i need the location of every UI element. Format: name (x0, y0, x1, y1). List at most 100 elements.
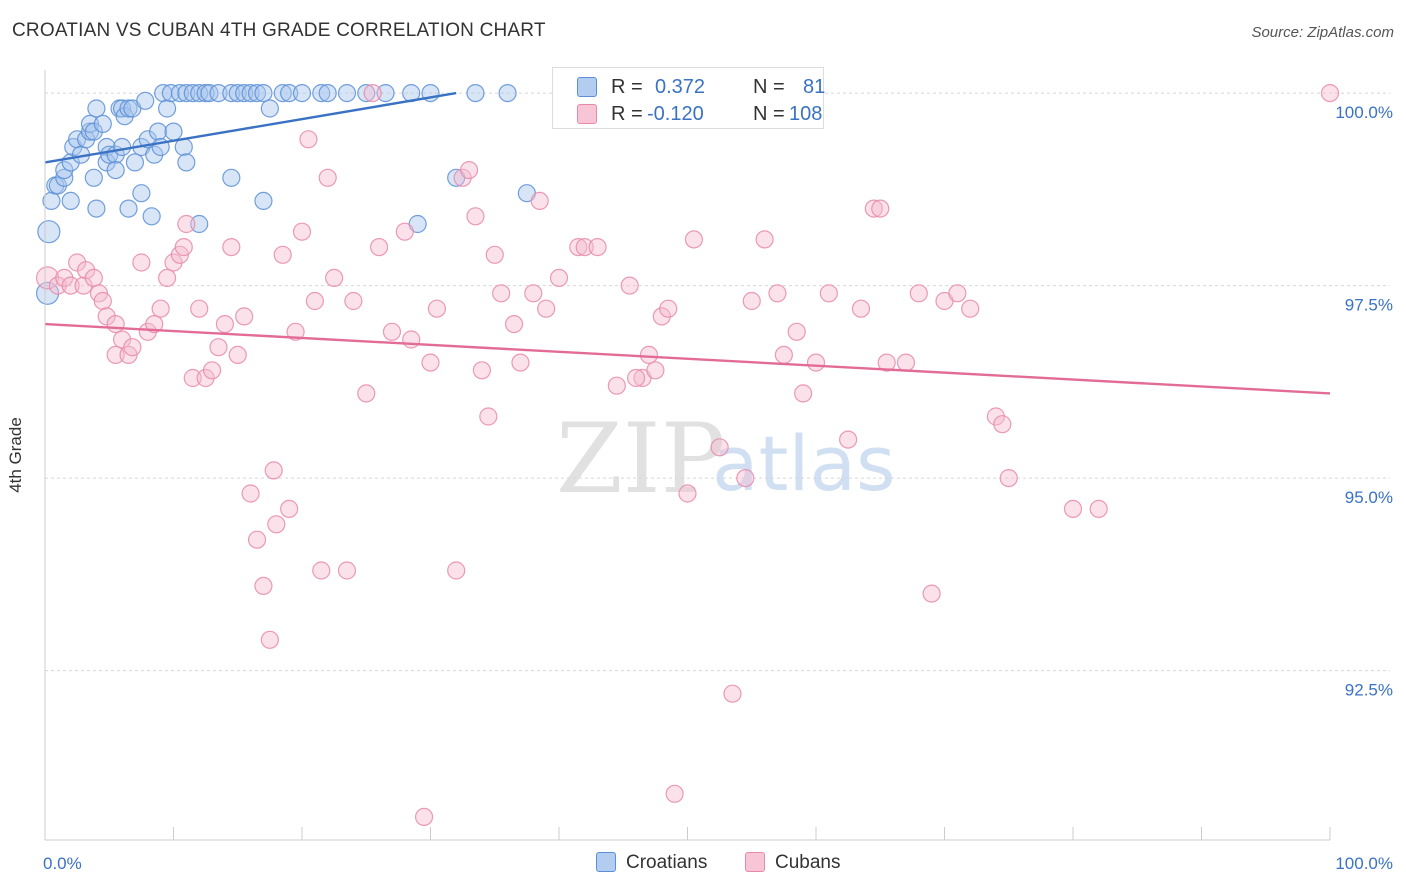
cubans-point (871, 199, 890, 218)
croatians-point (292, 83, 312, 103)
cubans-point (806, 353, 826, 372)
cubans-point (402, 330, 421, 349)
croatians-point (247, 83, 267, 103)
croatians-point (87, 199, 106, 218)
cubans-point (896, 353, 916, 372)
croatians-point (87, 99, 106, 118)
cubans-point (504, 315, 524, 334)
cubans-point (264, 461, 283, 480)
cubans-point (74, 276, 93, 295)
cubans-point (112, 330, 132, 349)
croatians-point (222, 83, 241, 103)
croatians-point (376, 83, 395, 103)
chart-source: Source: ZipAtlas.com (1251, 24, 1394, 41)
cubans-point (427, 299, 447, 318)
cubans-point (569, 238, 588, 257)
cubans-point (370, 238, 389, 257)
cubans-point (123, 338, 142, 357)
legend-n-value: 81 (803, 76, 826, 98)
cubans-point (157, 268, 177, 287)
cubans-point (492, 284, 511, 303)
cubans-point (318, 168, 337, 187)
legend-n-label: N = (753, 76, 785, 98)
croatians-point (119, 99, 138, 118)
cubans-point (447, 561, 466, 580)
croatians-point (112, 137, 132, 157)
cubans-point (190, 299, 209, 318)
croatians-point (164, 122, 183, 141)
cubans-point (922, 584, 941, 603)
cubans-point (395, 222, 414, 241)
cubans-point (286, 322, 305, 341)
cubans-point (993, 415, 1012, 434)
x-tick-label: 0.0% (43, 854, 82, 873)
cubans-point (819, 284, 838, 303)
cubans-point (337, 561, 357, 580)
croatians-point (157, 99, 177, 118)
zipatlas-watermark: ZIP atlas (556, 403, 896, 515)
cubans-point (93, 291, 112, 311)
cubans-point (235, 307, 254, 326)
cubans-point (84, 268, 103, 287)
cubans-point (202, 361, 222, 380)
cubans-point (774, 345, 793, 364)
cubans-point (607, 376, 626, 395)
cubans-point (215, 315, 234, 334)
cubans-point (575, 238, 594, 257)
cubans-point (961, 299, 980, 318)
croatians-point (209, 83, 228, 103)
cubans-point (280, 499, 299, 518)
croatians-point (177, 153, 196, 172)
cubans-point (736, 469, 755, 488)
cubans-point (530, 191, 549, 210)
cubans-point (524, 284, 543, 303)
cubans-point (241, 484, 260, 503)
cubans-point (877, 353, 896, 372)
cubans-point (479, 407, 498, 426)
bottom-legend-label-croatians: Croatians (626, 852, 708, 873)
legend-n-label: N = (753, 103, 785, 125)
legend-r-value: 0.372 (655, 76, 706, 98)
cubans-point (247, 530, 267, 549)
y-tick-label: 92.5% (1345, 681, 1393, 700)
croatians-point (235, 83, 254, 103)
cubans-point (626, 368, 646, 388)
croatians-point (337, 83, 357, 103)
cubans-point (659, 299, 678, 318)
cubans-point (948, 284, 967, 303)
cubans-point (305, 291, 324, 311)
cubans-point (222, 238, 241, 257)
legend-r-value: -0.120 (647, 103, 704, 125)
croatians-point (55, 168, 74, 187)
cubans-point (620, 276, 639, 295)
bottom-legend-swatch-cubans (745, 852, 765, 872)
cubans-point (485, 245, 504, 264)
trend-layer (44, 91, 1331, 395)
cubans-point (864, 199, 883, 218)
legend-r-label: R = (611, 76, 643, 98)
y-tick-label: 100.0% (1335, 103, 1393, 122)
cubans-point (999, 469, 1018, 488)
croatians-point (280, 83, 299, 103)
cubans-point (646, 361, 665, 380)
croatians-point (132, 184, 151, 203)
cubans-point (537, 299, 556, 318)
cubans-point (588, 238, 607, 257)
cubans-point (665, 784, 684, 803)
y-axis-label: 4th Grade (6, 417, 25, 493)
croatians-point (228, 83, 247, 103)
cubans-point (174, 238, 193, 257)
cubans-point (466, 207, 485, 226)
croatians-point (241, 83, 260, 103)
cubans-point (183, 368, 202, 388)
axis-layer: 100.0% 97.5% 95.0% 92.5% 0.0% 100.0% (43, 70, 1393, 873)
cubans-point (254, 576, 273, 596)
cubans-point (472, 361, 491, 380)
cubans-point (260, 630, 279, 649)
cubans-point (1063, 499, 1083, 518)
croatians-point (37, 220, 61, 244)
cubans-point (106, 315, 125, 334)
legend-swatch-cubans (577, 104, 597, 124)
svg-text:atlas: atlas (712, 419, 896, 508)
